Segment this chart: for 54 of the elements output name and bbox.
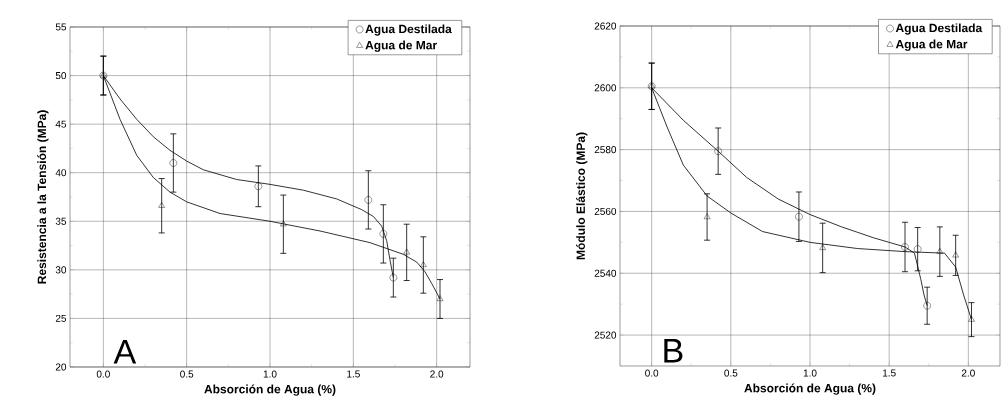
y-tick-label: 20 [55, 363, 67, 371]
point [901, 243, 909, 251]
point [819, 244, 826, 250]
point [795, 213, 803, 221]
y-tick-label: 2520 [594, 331, 617, 339]
annotation: A [113, 340, 137, 364]
y-tick-label: 2580 [594, 146, 617, 154]
y-tick-label: 25 [55, 314, 67, 322]
x-tick-label: 0.0 [96, 370, 110, 378]
point [403, 248, 410, 255]
point [952, 251, 959, 258]
y-tick-label: 2620 [594, 22, 617, 30]
point [913, 245, 922, 253]
point [158, 202, 165, 208]
point [436, 295, 444, 301]
legend-label: Agua de Mar [895, 39, 968, 51]
x-tick-label: 0.5 [724, 369, 738, 377]
point [280, 220, 287, 227]
point [968, 315, 975, 322]
point [364, 196, 373, 204]
legend-label: Agua de Mar [365, 40, 437, 52]
y-tick-label: 2540 [594, 269, 617, 277]
y-tick-label: 35 [55, 217, 67, 225]
point [169, 159, 178, 167]
x-tick-label: 0.0 [645, 369, 659, 377]
y-tick-label: 30 [55, 266, 67, 274]
point [420, 261, 427, 267]
y-axis-title: Módulo Elástico (MPa) [576, 132, 588, 260]
x-tick-label: 1.0 [803, 369, 817, 377]
legend-label: Agua Destilada [365, 24, 452, 36]
x-tick-label: 2.0 [430, 370, 444, 378]
point [936, 247, 944, 254]
y-tick-label: 2560 [594, 207, 617, 215]
point [379, 230, 388, 238]
x-tick-label: 1.5 [882, 369, 896, 377]
x-tick-label: 2.0 [961, 369, 975, 377]
x-tick-label: 0.5 [180, 370, 194, 378]
legend-label: Agua Destilada [895, 23, 983, 35]
y-tick-label: 45 [55, 120, 67, 128]
x-axis-title: Absorción de Agua (%) [204, 384, 336, 396]
point [714, 147, 722, 155]
y-tick-label: 55 [55, 23, 67, 31]
y-tick-label: 40 [55, 169, 67, 177]
x-tick-label: 1.0 [263, 370, 277, 378]
x-tick-label: 1.5 [347, 370, 360, 378]
x-axis-title: Absorción de Agua (%) [744, 383, 876, 395]
y-tick-label: 2600 [594, 84, 617, 92]
point [254, 182, 263, 191]
point [389, 273, 398, 282]
annotation: B [664, 339, 683, 363]
y-axis-title: Resistencia a la Tensión (MPa) [37, 110, 49, 284]
point [703, 213, 711, 219]
y-tick-label: 50 [55, 72, 67, 80]
point [923, 302, 931, 310]
